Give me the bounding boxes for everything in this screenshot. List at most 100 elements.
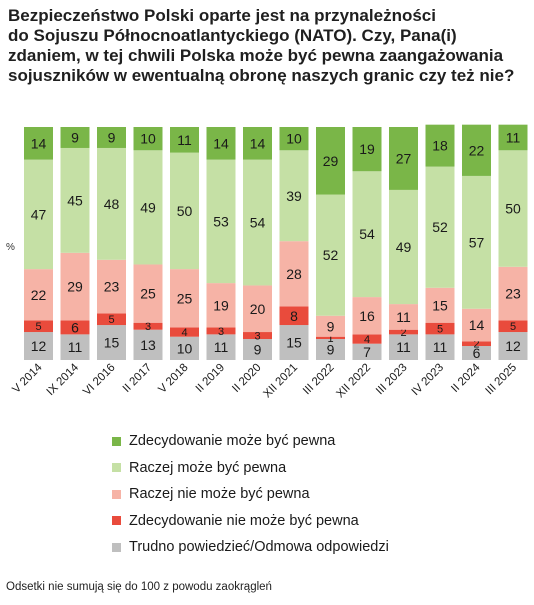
bar-segment xyxy=(206,334,236,360)
bar-segment xyxy=(24,269,53,321)
data-label: 8 xyxy=(290,308,298,324)
legend-item: Zdecydowanie nie może być pewna xyxy=(112,508,532,535)
bar-segment xyxy=(389,329,418,335)
data-label: 52 xyxy=(323,247,339,263)
data-label: 16 xyxy=(359,308,375,324)
bar-segment xyxy=(133,264,163,323)
data-label: 5 xyxy=(108,314,114,326)
bar-segment xyxy=(60,252,90,321)
bar-segment xyxy=(97,313,126,326)
data-label: 48 xyxy=(104,196,120,212)
bar-segment xyxy=(24,332,53,360)
data-label: 10 xyxy=(177,340,193,356)
x-tick-label: XII 2022 xyxy=(334,362,373,401)
data-label: 11 xyxy=(214,339,229,355)
bar-segment xyxy=(462,308,491,342)
data-label: 11 xyxy=(396,309,411,325)
x-tick-label: VI 2016 xyxy=(81,362,118,399)
bar-segment xyxy=(133,329,163,360)
data-label: 23 xyxy=(104,279,120,295)
bar-segment xyxy=(316,315,345,337)
x-tick-label: II 2017 xyxy=(121,362,154,395)
footnote: Odsetki nie sumują się do 100 z powodu z… xyxy=(6,581,272,593)
bar-segment xyxy=(97,325,126,360)
x-tick-label: III 2023 xyxy=(374,362,410,398)
data-label: 14 xyxy=(31,135,47,151)
data-label: 23 xyxy=(505,286,521,302)
bar-segment xyxy=(498,332,528,360)
bar-segment xyxy=(498,266,528,321)
bar-segment xyxy=(352,343,382,360)
bar-segment xyxy=(243,285,272,333)
legend-label: Zdecydowanie nie może być pewna xyxy=(129,512,359,529)
bar-segment xyxy=(498,150,528,267)
legend-label: Zdecydowanie może być pewna xyxy=(129,433,336,450)
x-tick-label: II 2020 xyxy=(230,362,263,395)
data-label: 11 xyxy=(177,132,192,148)
data-label: 54 xyxy=(250,215,266,231)
bar-segment xyxy=(60,147,90,253)
bar-segment xyxy=(133,322,163,330)
data-label: 9 xyxy=(327,342,335,358)
bar-segment xyxy=(243,332,272,340)
bar-segment xyxy=(133,150,163,265)
legend-swatch xyxy=(112,489,121,499)
data-label: 29 xyxy=(323,153,339,169)
data-label: 50 xyxy=(505,201,521,217)
legend-item: Zdecydowanie może być pewna xyxy=(112,428,532,455)
data-label: 5 xyxy=(35,321,41,333)
x-tick-label: V 2014 xyxy=(10,361,45,396)
bar-segment xyxy=(425,287,455,323)
data-label: 9 xyxy=(327,318,335,334)
bar-segment xyxy=(425,166,455,288)
data-label: 2 xyxy=(473,339,479,351)
data-label: 19 xyxy=(213,297,229,313)
data-label: 6 xyxy=(71,319,79,335)
legend: Zdecydowanie może być pewna Raczej może … xyxy=(112,428,532,561)
bar-segment xyxy=(316,336,345,340)
bar-segment xyxy=(206,283,236,328)
legend-swatch xyxy=(112,463,121,473)
bar-segment xyxy=(498,320,528,333)
bar-segment xyxy=(425,124,455,167)
chart-title: Bezpieczeństwo Polski oparte jest na prz… xyxy=(8,6,528,86)
x-tick-label: III 2025 xyxy=(484,362,520,398)
bar-segment xyxy=(462,341,491,347)
data-label: 11 xyxy=(433,339,448,355)
bar-segment xyxy=(352,171,382,298)
data-label: 49 xyxy=(140,199,156,215)
bar-segment xyxy=(389,189,418,305)
bar-segment xyxy=(60,334,90,360)
data-label: 50 xyxy=(177,203,193,219)
data-label: 3 xyxy=(145,321,151,333)
bar-segment xyxy=(389,304,418,330)
bar-segment xyxy=(462,346,491,360)
data-label: 53 xyxy=(213,213,229,229)
bar-segment xyxy=(170,327,199,337)
data-label: 49 xyxy=(396,239,412,255)
x-tick-label: II 2019 xyxy=(194,362,227,395)
x-tick-label: IX 2014 xyxy=(45,361,82,398)
data-label: 12 xyxy=(505,338,521,354)
data-label: 7 xyxy=(363,344,371,360)
x-tick-label: II 2024 xyxy=(449,361,483,395)
data-label: 52 xyxy=(432,219,448,235)
data-label: 11 xyxy=(396,339,411,355)
data-label: 1 xyxy=(327,333,333,345)
data-label: 15 xyxy=(286,335,302,351)
data-label: 39 xyxy=(286,188,302,204)
legend-item: Raczej nie może być pewna xyxy=(112,481,532,508)
bar-segment xyxy=(425,322,455,335)
bar-segment xyxy=(24,127,53,160)
legend-label: Raczej może być pewna xyxy=(129,459,287,476)
data-label: 4 xyxy=(364,334,370,346)
title-line: sojuszników w ewentualną obronę naszych … xyxy=(8,66,515,85)
bar-segment xyxy=(206,159,236,284)
data-label: 9 xyxy=(254,342,262,358)
x-tick-label: IV 2023 xyxy=(410,362,447,399)
data-label: 15 xyxy=(432,297,448,313)
bar-segment xyxy=(316,194,345,316)
bar-segment xyxy=(24,159,53,270)
data-label: 3 xyxy=(218,326,224,338)
legend-item: Raczej może być pewna xyxy=(112,455,532,482)
